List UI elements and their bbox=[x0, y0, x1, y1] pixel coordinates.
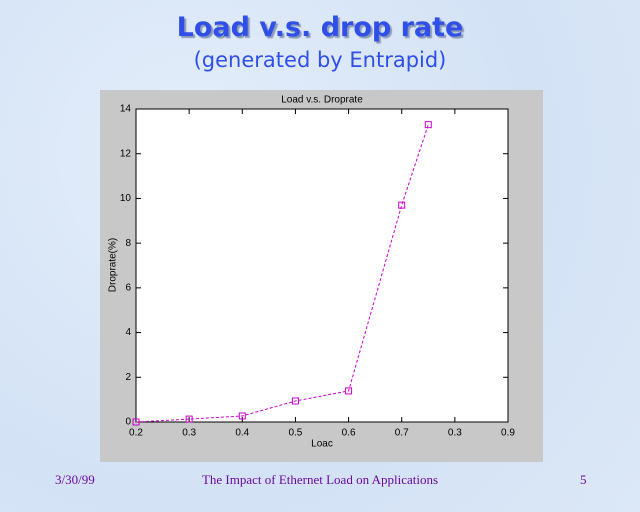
x-tick-label: 0.9 bbox=[501, 428, 515, 439]
y-axis-label: Droprate(%) bbox=[108, 238, 119, 292]
y-tick-label: 0 bbox=[125, 417, 131, 428]
slide-footer: The Impact of Ethernet Load on Applicati… bbox=[201, 472, 439, 487]
x-tick-label: 0.6 bbox=[342, 428, 356, 439]
x-axis-label: Loac bbox=[311, 439, 333, 450]
y-tick-label: 6 bbox=[125, 282, 131, 293]
x-tick-label: 0.7 bbox=[395, 428, 409, 439]
data-line bbox=[135, 124, 429, 423]
x-tick-label: 0.2 bbox=[129, 428, 143, 439]
x-tick-label: 0.5 bbox=[288, 428, 302, 439]
data-point bbox=[398, 201, 406, 209]
y-tick-label: 2 bbox=[125, 372, 131, 383]
slide-date: 3/30/99 bbox=[55, 472, 95, 487]
slide-number: 5 bbox=[580, 472, 587, 487]
plot-area bbox=[135, 108, 509, 423]
slide-title: Load v.s. drop rate bbox=[176, 12, 464, 43]
y-tick-label: 14 bbox=[120, 104, 132, 115]
data-point bbox=[238, 412, 246, 420]
y-tick-label: 12 bbox=[120, 148, 132, 159]
x-tick-label: 0.3 bbox=[182, 428, 196, 439]
data-point bbox=[132, 418, 140, 426]
y-tick-label: 10 bbox=[120, 193, 132, 204]
data-point bbox=[291, 397, 299, 405]
x-tick-label: 0.3 bbox=[448, 428, 462, 439]
y-tick-label: 8 bbox=[125, 238, 131, 249]
y-tick-label: 4 bbox=[125, 327, 131, 338]
data-point bbox=[424, 121, 432, 129]
x-tick-label: 0.4 bbox=[235, 428, 249, 439]
slide-subtitle: (generated by Entrapid) bbox=[193, 48, 447, 72]
data-point bbox=[345, 387, 353, 395]
chart-title: Load v.s. Droprate bbox=[281, 95, 363, 106]
data-point bbox=[185, 415, 193, 423]
